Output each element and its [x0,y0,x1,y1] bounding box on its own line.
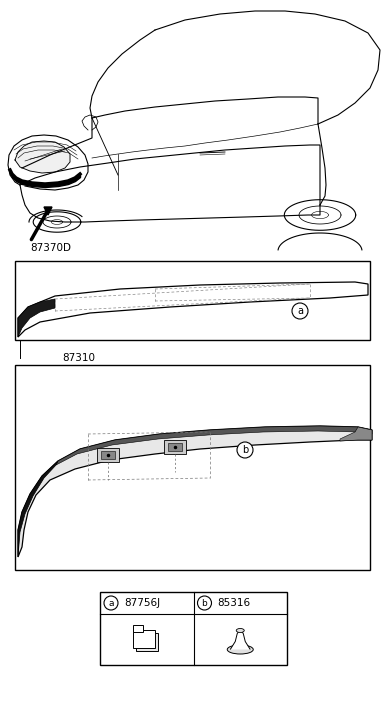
Bar [97,448,119,462]
Bar [164,440,186,454]
Bar [101,451,115,459]
Polygon shape [15,141,70,173]
Text: 85316: 85316 [217,598,251,608]
Polygon shape [18,461,58,557]
Circle shape [237,442,253,458]
Polygon shape [56,426,372,465]
Polygon shape [82,115,98,130]
Bar [15,365,370,570]
Bar [133,630,155,648]
Text: b: b [242,445,248,455]
Text: a: a [108,598,114,608]
Text: a: a [297,306,303,316]
Polygon shape [340,427,372,441]
Text: 87756J: 87756J [124,598,160,608]
Bar [15,261,370,340]
Text: 87310: 87310 [62,353,95,363]
Ellipse shape [236,629,244,632]
Text: 87370D: 87370D [30,243,71,253]
Polygon shape [18,299,55,337]
Polygon shape [18,426,372,557]
Bar [136,632,158,651]
Ellipse shape [227,645,253,654]
Polygon shape [44,207,52,215]
Bar [168,443,182,451]
Bar [100,592,287,665]
Bar [133,624,143,632]
Text: b: b [202,598,207,608]
Polygon shape [230,630,250,649]
Circle shape [292,303,308,319]
